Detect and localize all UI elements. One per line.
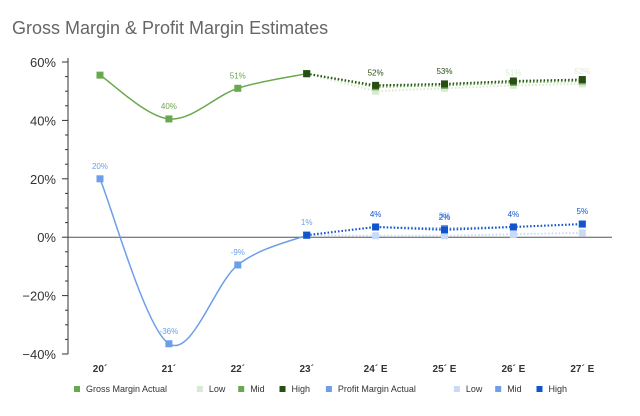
data-label: 4% [370, 210, 382, 219]
data-point [372, 81, 380, 89]
legend-label: Profit Margin Actual [338, 384, 416, 394]
x-tick-label: 25´ E [433, 364, 457, 375]
data-point [509, 77, 517, 85]
data-label: 5% [577, 207, 589, 216]
x-tick-label: 20´ [93, 364, 107, 375]
data-label: 52% [574, 67, 590, 76]
y-tick-label: −20% [22, 289, 56, 304]
data-label: 4% [508, 210, 520, 219]
legend-label: Mid [507, 384, 522, 394]
legend-swatch [536, 386, 543, 392]
chart-title: Gross Margin & Profit Margin Estimates [12, 18, 329, 38]
data-point [578, 220, 586, 228]
x-tick-label: 24´ E [364, 364, 388, 375]
y-tick-label: 40% [30, 113, 56, 128]
data-point [303, 70, 311, 78]
data-point [441, 226, 448, 234]
legend-swatch [325, 386, 332, 392]
legend-label: Low [466, 384, 483, 394]
y-tick-label: 20% [30, 172, 56, 187]
legend-swatch [495, 386, 502, 392]
data-point [578, 229, 586, 237]
data-label: 1% [301, 218, 313, 227]
y-tick-label: 60% [30, 55, 56, 70]
data-point [372, 223, 380, 231]
series-markers [96, 70, 586, 348]
data-point [441, 232, 448, 240]
legend-label: Gross Margin Actual [86, 384, 167, 394]
data-point [578, 76, 586, 84]
data-point [96, 71, 104, 79]
data-point [441, 80, 448, 88]
legend: Gross Margin Actual Low Mid High Profit Marg… [74, 384, 567, 394]
data-label: 2% [439, 213, 451, 222]
legend-swatch [453, 386, 460, 392]
data-point [165, 340, 173, 348]
data-label: 51% [230, 71, 246, 80]
data-label: 40% [161, 102, 177, 111]
legend-label: Mid [250, 384, 265, 394]
series-line [99, 72, 307, 120]
series-line [306, 223, 583, 237]
legend-swatch [238, 386, 245, 392]
data-labels: 40% 51% 51% 52% 52% 53% 20% -36% -9% 1% 3% 4% 2% 4% 5% [92, 67, 590, 336]
data-label: -36% [160, 327, 179, 336]
data-point [372, 87, 380, 95]
legend-swatch [196, 386, 203, 392]
y-tick-label: 0% [37, 230, 56, 245]
data-point [303, 231, 311, 239]
data-point [165, 115, 173, 123]
y-tick-label: −40% [22, 347, 56, 362]
data-label: 51% [505, 68, 521, 77]
series-line [306, 72, 583, 87]
x-tick-label: 27´ E [570, 364, 594, 375]
series-line [99, 178, 307, 347]
x-tick-label: 23´ [299, 364, 313, 375]
legend-label: Low [209, 384, 226, 394]
data-point [96, 175, 104, 183]
legend-label: High [549, 384, 568, 394]
data-label: 3% [439, 211, 451, 220]
data-label: 52% [368, 68, 384, 77]
data-label: 53% [436, 67, 452, 76]
data-point [234, 261, 242, 269]
data-point [372, 232, 380, 240]
x-tick-label: 21´ [162, 364, 176, 375]
axes: 60% 40% 20% 0% −20% −40% 20´ 21´ 22´ 23´ 24´ E 25´ … [22, 55, 612, 375]
legend-label: High [292, 384, 311, 394]
x-tick-label: 26´ E [501, 364, 525, 375]
legend-swatch [74, 386, 80, 392]
legend-swatch [279, 386, 286, 392]
data-point [234, 84, 242, 92]
data-label: 20% [92, 162, 108, 171]
data-point [509, 230, 517, 238]
data-point [509, 223, 517, 231]
x-tick-label: 22´ [231, 364, 245, 375]
data-label: -9% [231, 248, 245, 257]
